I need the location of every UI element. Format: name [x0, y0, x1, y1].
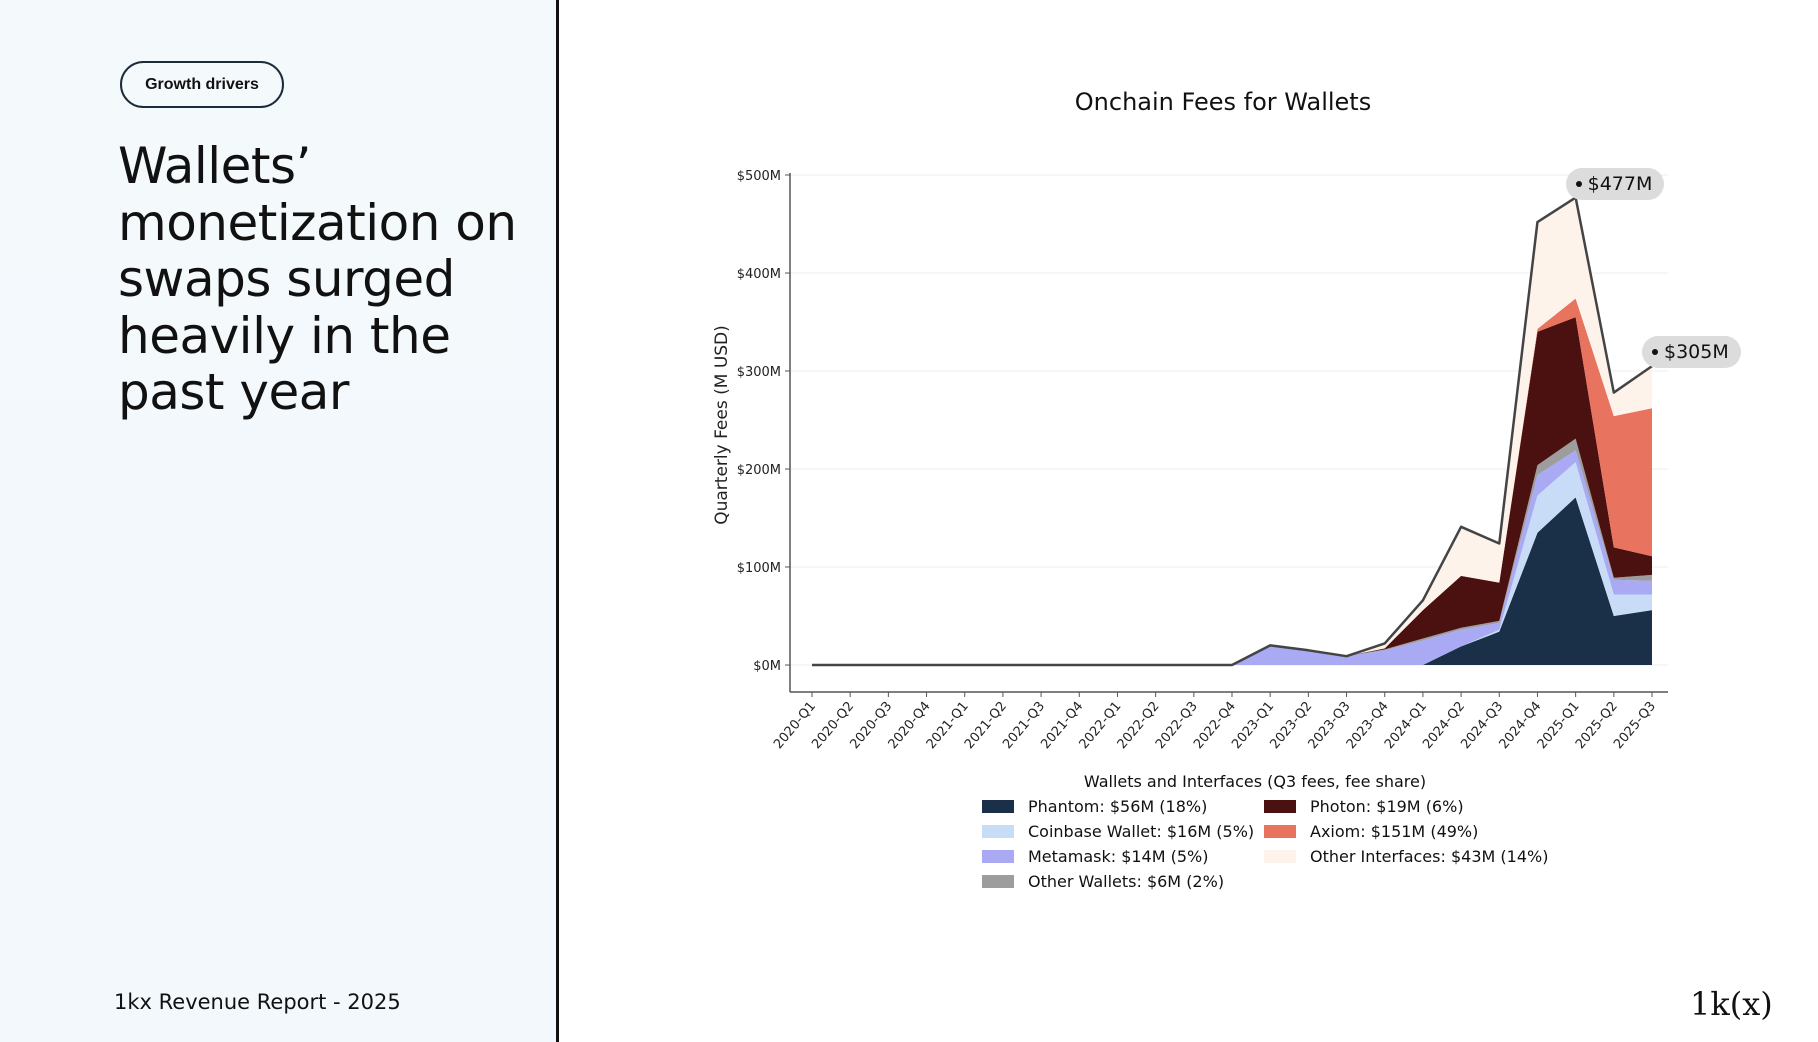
legend-item: Other Wallets: $6M (2%) [982, 872, 1224, 891]
legend-label: Photon: $19M (6%) [1310, 797, 1464, 816]
section-tag: Growth drivers [120, 61, 284, 108]
legend-item: Other Interfaces: $43M (14%) [1264, 847, 1548, 866]
legend-item: Coinbase Wallet: $16M (5%) [982, 822, 1254, 841]
legend-swatch [1264, 825, 1296, 838]
annotation-label: $477M [1587, 172, 1653, 195]
y-tick-label: $100M [737, 561, 781, 576]
area-coinbase-wallet [812, 462, 1652, 665]
legend-label: Axiom: $151M (49%) [1310, 822, 1479, 841]
legend-item: Phantom: $56M (18%) [982, 797, 1207, 816]
y-tick-label: $300M [737, 365, 781, 380]
y-tick-label: $500M [737, 169, 781, 184]
legend-label: Metamask: $14M (5%) [1028, 847, 1209, 866]
legend-swatch [982, 800, 1014, 813]
brand-logo: 1k(x) [1690, 985, 1773, 1023]
value-annotation: $305M [1642, 336, 1741, 369]
section-tag-label: Growth drivers [145, 75, 259, 93]
left-panel [0, 0, 556, 1042]
legend-swatch [1264, 800, 1296, 813]
y-tick-label: $0M [753, 659, 781, 674]
y-tick-label: $200M [737, 463, 781, 478]
legend-swatch [982, 850, 1014, 863]
legend-swatch [1264, 850, 1296, 863]
annotation-label: $305M [1664, 341, 1729, 364]
area-photon [812, 317, 1652, 665]
legend-swatch [982, 825, 1014, 838]
legend-item: Metamask: $14M (5%) [982, 847, 1209, 866]
bullet-icon [1652, 349, 1658, 356]
total-line [812, 196, 1653, 667]
legend-item: Photon: $19M (6%) [1264, 797, 1464, 816]
chart-title: Onchain Fees for Wallets [1074, 88, 1372, 116]
legend-swatch [982, 875, 1014, 888]
legend-label: Coinbase Wallet: $16M (5%) [1028, 822, 1255, 841]
area-other-interfaces [812, 197, 1652, 666]
area-phantom [812, 497, 1652, 665]
y-tick-label: $400M [737, 267, 781, 282]
legend-item: Axiom: $151M (49%) [1264, 822, 1478, 841]
footer-text: 1kx Revenue Report - 2025 [114, 990, 401, 1014]
bullet-icon [1575, 180, 1582, 187]
y-axis-label: Quarterly Fees (M USD) [712, 325, 732, 525]
legend-label: Other Interfaces: $43M (14%) [1310, 847, 1549, 866]
legend-label: Phantom: $56M (18%) [1028, 797, 1208, 816]
panel-divider [556, 0, 559, 1042]
value-annotation: $477M [1565, 167, 1665, 200]
legend-label: Other Wallets: $6M (2%) [1028, 872, 1225, 891]
headline: Wallets’ monetization on swaps surged he… [118, 137, 517, 421]
legend-title: Wallets and Interfaces (Q3 fees, fee sha… [1083, 772, 1427, 791]
